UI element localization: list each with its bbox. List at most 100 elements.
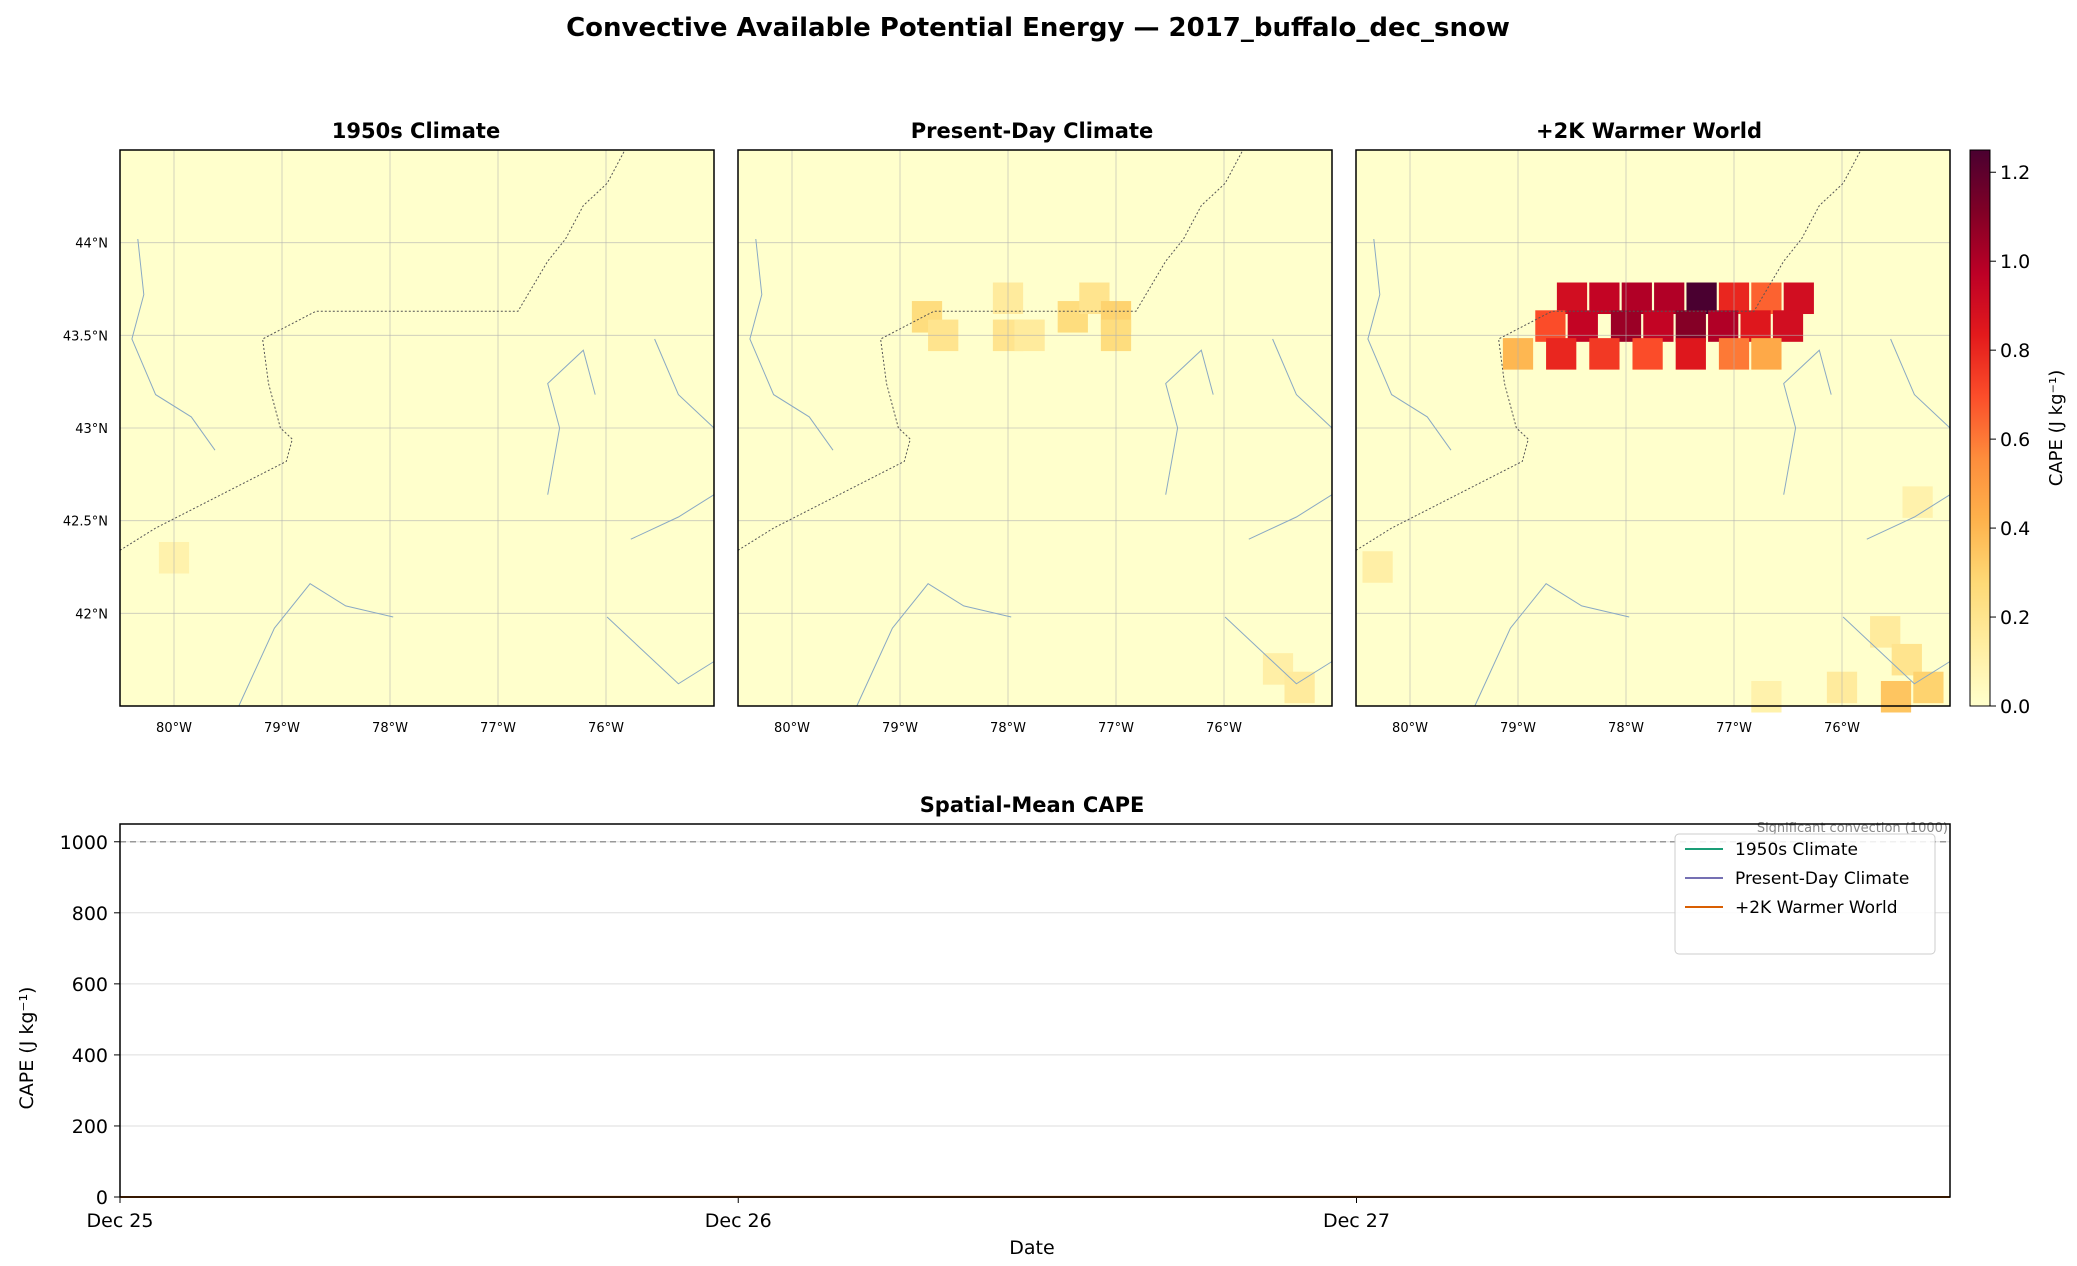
map-xtick-label: 78°W <box>1608 721 1644 736</box>
river-line <box>1890 338 1951 429</box>
river-line <box>1165 349 1214 495</box>
river-line <box>606 616 715 685</box>
cape-cell <box>1902 486 1933 518</box>
river-line <box>1866 494 1951 540</box>
legend-label-1950s: 1950s Climate <box>1735 840 1858 860</box>
cape-cell <box>1556 282 1588 315</box>
map-frame <box>737 149 1333 707</box>
map-frame <box>119 149 715 707</box>
line-chart-ytick-label: 400 <box>72 1045 108 1067</box>
line-chart-ytick-label: 0 <box>96 1187 108 1209</box>
colorbar-tick-label: 0.0 <box>2000 696 2030 718</box>
river-line <box>1367 238 1452 451</box>
cape-cell <box>1675 338 1706 370</box>
map-xtick-label: 80°W <box>156 721 192 736</box>
cape-cell <box>1751 282 1782 315</box>
map-panel-warmer-world: 80°W 79°W 78°W 77°W 76°W <box>1355 149 1951 736</box>
river-line <box>1224 616 1333 685</box>
map-xtick-label: 79°W <box>264 721 300 736</box>
cape-cell <box>1589 338 1620 370</box>
map-xtick-label: 78°W <box>990 721 1026 736</box>
map-xtick-label: 76°W <box>1824 721 1860 736</box>
river-line <box>547 349 596 495</box>
state-border-line <box>1355 149 1862 551</box>
figure-title: Convective Available Potential Energy — … <box>566 13 1510 43</box>
cape-cell <box>1675 310 1706 342</box>
state-border-line <box>119 149 626 551</box>
cape-cell <box>1783 282 1814 315</box>
cape-cell <box>1913 671 1944 704</box>
river-line <box>1842 616 1951 685</box>
map-frame <box>1355 149 1951 707</box>
map-xtick-label: 78°W <box>372 721 408 736</box>
colorbar-tick-label: 1.2 <box>2000 162 2030 184</box>
line-chart-legend: 1950s Climate Present-Day Climate +2K Wa… <box>1674 833 1936 955</box>
line-chart-frame <box>119 823 1951 1198</box>
colorbar-gradient <box>1969 149 1991 707</box>
river-line <box>1783 349 1832 495</box>
map-xtick-label: 79°W <box>882 721 918 736</box>
cape-cell <box>1751 338 1782 370</box>
legend-label-warmer-world: +2K Warmer World <box>1735 898 1898 918</box>
colorbar-tick-label: 0.8 <box>2000 340 2030 362</box>
map-ytick-label: 42.5°N <box>63 515 108 530</box>
map-xtick-label: 76°W <box>588 721 624 736</box>
colorbar-tick-label: 0.6 <box>2000 429 2030 451</box>
cape-cell <box>1880 680 1912 713</box>
river-line <box>1474 583 1630 707</box>
cape-cell <box>1643 310 1674 342</box>
river-line <box>749 238 834 451</box>
river-line <box>1248 494 1333 540</box>
map-ytick-label: 44°N <box>75 237 108 252</box>
cape-cell <box>1632 338 1663 370</box>
map-xtick-label: 77°W <box>1716 721 1752 736</box>
map-warmer-world-title: +2K Warmer World <box>1536 119 1762 143</box>
line-chart-xtick-label: Dec 27 <box>1323 1210 1390 1232</box>
map-ytick-label: 43°N <box>75 422 108 437</box>
map-xtick-label: 80°W <box>774 721 810 736</box>
cape-cell <box>1870 616 1901 648</box>
line-chart-ytick-label: 600 <box>72 974 108 996</box>
river-line <box>654 338 715 429</box>
map-xtick-label: 77°W <box>480 721 516 736</box>
map-ytick-label: 43.5°N <box>63 329 108 344</box>
legend-label-present-day: Present-Day Climate <box>1735 869 1909 889</box>
river-line <box>131 238 216 451</box>
map-panel-present-day: 80°W 79°W 78°W 77°W 76°W <box>737 149 1333 736</box>
map-1950s-title: 1950s Climate <box>332 119 500 143</box>
colorbar-tick-label: 0.2 <box>2000 607 2030 629</box>
cape-cell <box>1567 310 1598 342</box>
colorbar: CAPE (J kg⁻¹) 0.0 0.2 0.4 0.6 0.8 1.0 1.2 <box>1969 149 2067 718</box>
cape-cell <box>1589 282 1620 315</box>
map-present-day-title: Present-Day Climate <box>911 119 1154 143</box>
cape-cell <box>1546 338 1577 370</box>
line-chart-ytick-label: 800 <box>72 903 108 925</box>
cape-cell <box>1686 282 1717 315</box>
cape-cell <box>1772 310 1804 342</box>
line-chart-ylabel: CAPE (J kg⁻¹) <box>16 987 38 1110</box>
river-line <box>1272 338 1333 429</box>
cape-cell <box>1362 551 1393 583</box>
line-chart-ytick-label: 200 <box>72 1116 108 1138</box>
colorbar-tick-label: 0.4 <box>2000 518 2030 540</box>
river-line <box>238 583 394 707</box>
cape-cell <box>1891 643 1922 676</box>
cape-cell <box>1708 310 1739 342</box>
map-xtick-label: 76°W <box>1206 721 1242 736</box>
colorbar-tick-label: 1.0 <box>2000 251 2030 273</box>
line-chart-title: Spatial-Mean CAPE <box>920 793 1145 817</box>
river-line <box>856 583 1012 707</box>
cape-cell <box>1654 282 1685 315</box>
map-ytick-label: 42°N <box>75 607 108 622</box>
legend-box <box>1674 833 1936 955</box>
map-xtick-label: 80°W <box>1392 721 1428 736</box>
cape-cell <box>1740 310 1771 342</box>
line-chart-xlabel: Date <box>1009 1237 1054 1259</box>
cape-cell <box>1751 680 1782 713</box>
cape-cell <box>1621 282 1652 315</box>
line-chart-ytick-label: 1000 <box>60 832 108 854</box>
river-line <box>630 494 715 540</box>
line-chart-xtick-label: Dec 25 <box>87 1210 154 1232</box>
